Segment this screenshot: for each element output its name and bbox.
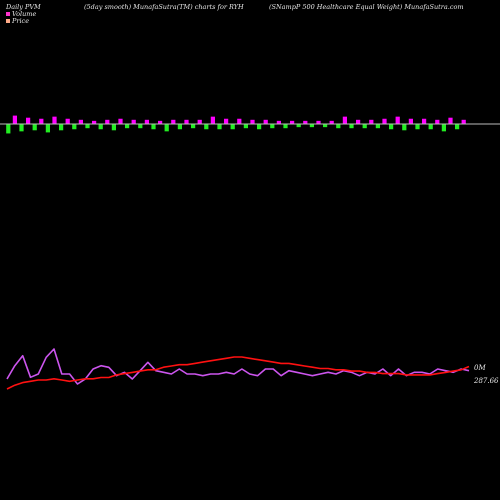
pvm-bar (177, 124, 183, 130)
chart-title: (5day smooth) MunafaSutra(TM) charts for… (84, 3, 244, 11)
pvm-bar (283, 124, 288, 129)
pvm-bar (454, 124, 460, 130)
pvm-bar (415, 124, 420, 130)
pvm-bar (250, 119, 255, 124)
pvm-bar (408, 118, 414, 124)
pvm-bar (237, 118, 242, 124)
pvm-bar (39, 118, 44, 124)
pvm-bar (85, 124, 90, 129)
pvm-bar (45, 124, 51, 133)
instrument-name: (SNampP 500 Healthcare Equal Weight) Mun… (269, 3, 464, 11)
pvm-bar (296, 124, 301, 128)
chart-type-label: Daily PVM (6, 3, 41, 11)
pvm-bar (402, 124, 407, 131)
pvm-bar (32, 124, 37, 131)
pvm-bar (230, 124, 235, 130)
pvm-bar (349, 124, 354, 129)
pvm-bar (131, 119, 136, 124)
legend-volume-swatch (6, 12, 10, 16)
pvm-bar (151, 124, 156, 130)
pvm-bar (19, 124, 24, 132)
pvm-bar (421, 118, 427, 124)
pvm-bar (461, 119, 466, 124)
pvm-bar (72, 124, 77, 130)
pvm-bar (309, 124, 315, 128)
legend-volume-label: Volume (12, 10, 37, 18)
pvm-bar (184, 119, 189, 124)
pvm-bar (111, 124, 117, 131)
pvm-bar (289, 120, 295, 124)
pvm-bar (65, 118, 70, 124)
pvm-bar (157, 120, 163, 124)
pvm-bar (263, 119, 268, 124)
pvm-bar (98, 124, 103, 130)
pvm-bar (210, 116, 216, 124)
pvm-bar (138, 124, 143, 129)
pvm-bar (204, 124, 209, 130)
line-group (6, 348, 470, 390)
pvm-bar (52, 116, 57, 124)
pvm-bar (144, 119, 150, 124)
pvm-bar (217, 124, 222, 130)
pvm-bar (171, 119, 176, 124)
volume-line (6, 348, 470, 385)
pvm-bar (428, 124, 433, 130)
pvm-bar (270, 124, 275, 129)
pvm-bar (118, 118, 123, 124)
volume-value-label: 0M (474, 364, 486, 372)
legend-volume: Volume (6, 10, 36, 18)
pvm-bar (336, 124, 341, 129)
pvm-bar (243, 124, 249, 129)
pvm-bar (25, 117, 31, 124)
pvm-bar (329, 120, 334, 124)
price-line (6, 356, 470, 390)
pvm-bar (164, 124, 169, 132)
pvm-bar (369, 119, 374, 124)
pvm-bar (388, 124, 394, 130)
pvm-bar (342, 116, 348, 124)
legend-price-swatch (6, 19, 10, 23)
pvm-bar (303, 120, 308, 124)
pvm-bar (322, 124, 328, 128)
pvm-bar (276, 120, 282, 124)
pvm-bar (78, 119, 84, 124)
price-value-label: 287.66 (473, 377, 499, 385)
pvm-bar (197, 119, 202, 124)
pvm-bar (58, 124, 64, 131)
pvm-bar (223, 118, 229, 124)
legend-price-label: Price (12, 17, 30, 25)
pvm-bar (441, 124, 447, 132)
pvm-bar-group (6, 115, 466, 134)
pvm-bar (256, 124, 262, 130)
pvm-bar (12, 115, 18, 124)
pvm-bar (355, 119, 361, 124)
pvm-bar (435, 119, 440, 124)
pvm-bar (375, 124, 381, 129)
pvm-bar (362, 124, 367, 129)
pvm-bar (124, 124, 130, 129)
pvm-bar (448, 117, 453, 124)
pvm-bar (316, 120, 321, 124)
legend-price: Price (6, 17, 29, 25)
pvm-bar (105, 119, 110, 124)
pvm-bar (6, 124, 11, 134)
pvm-bar (395, 116, 400, 124)
pvm-bar (91, 120, 97, 124)
pvm-bar (190, 124, 196, 129)
pvm-bar (382, 118, 387, 124)
